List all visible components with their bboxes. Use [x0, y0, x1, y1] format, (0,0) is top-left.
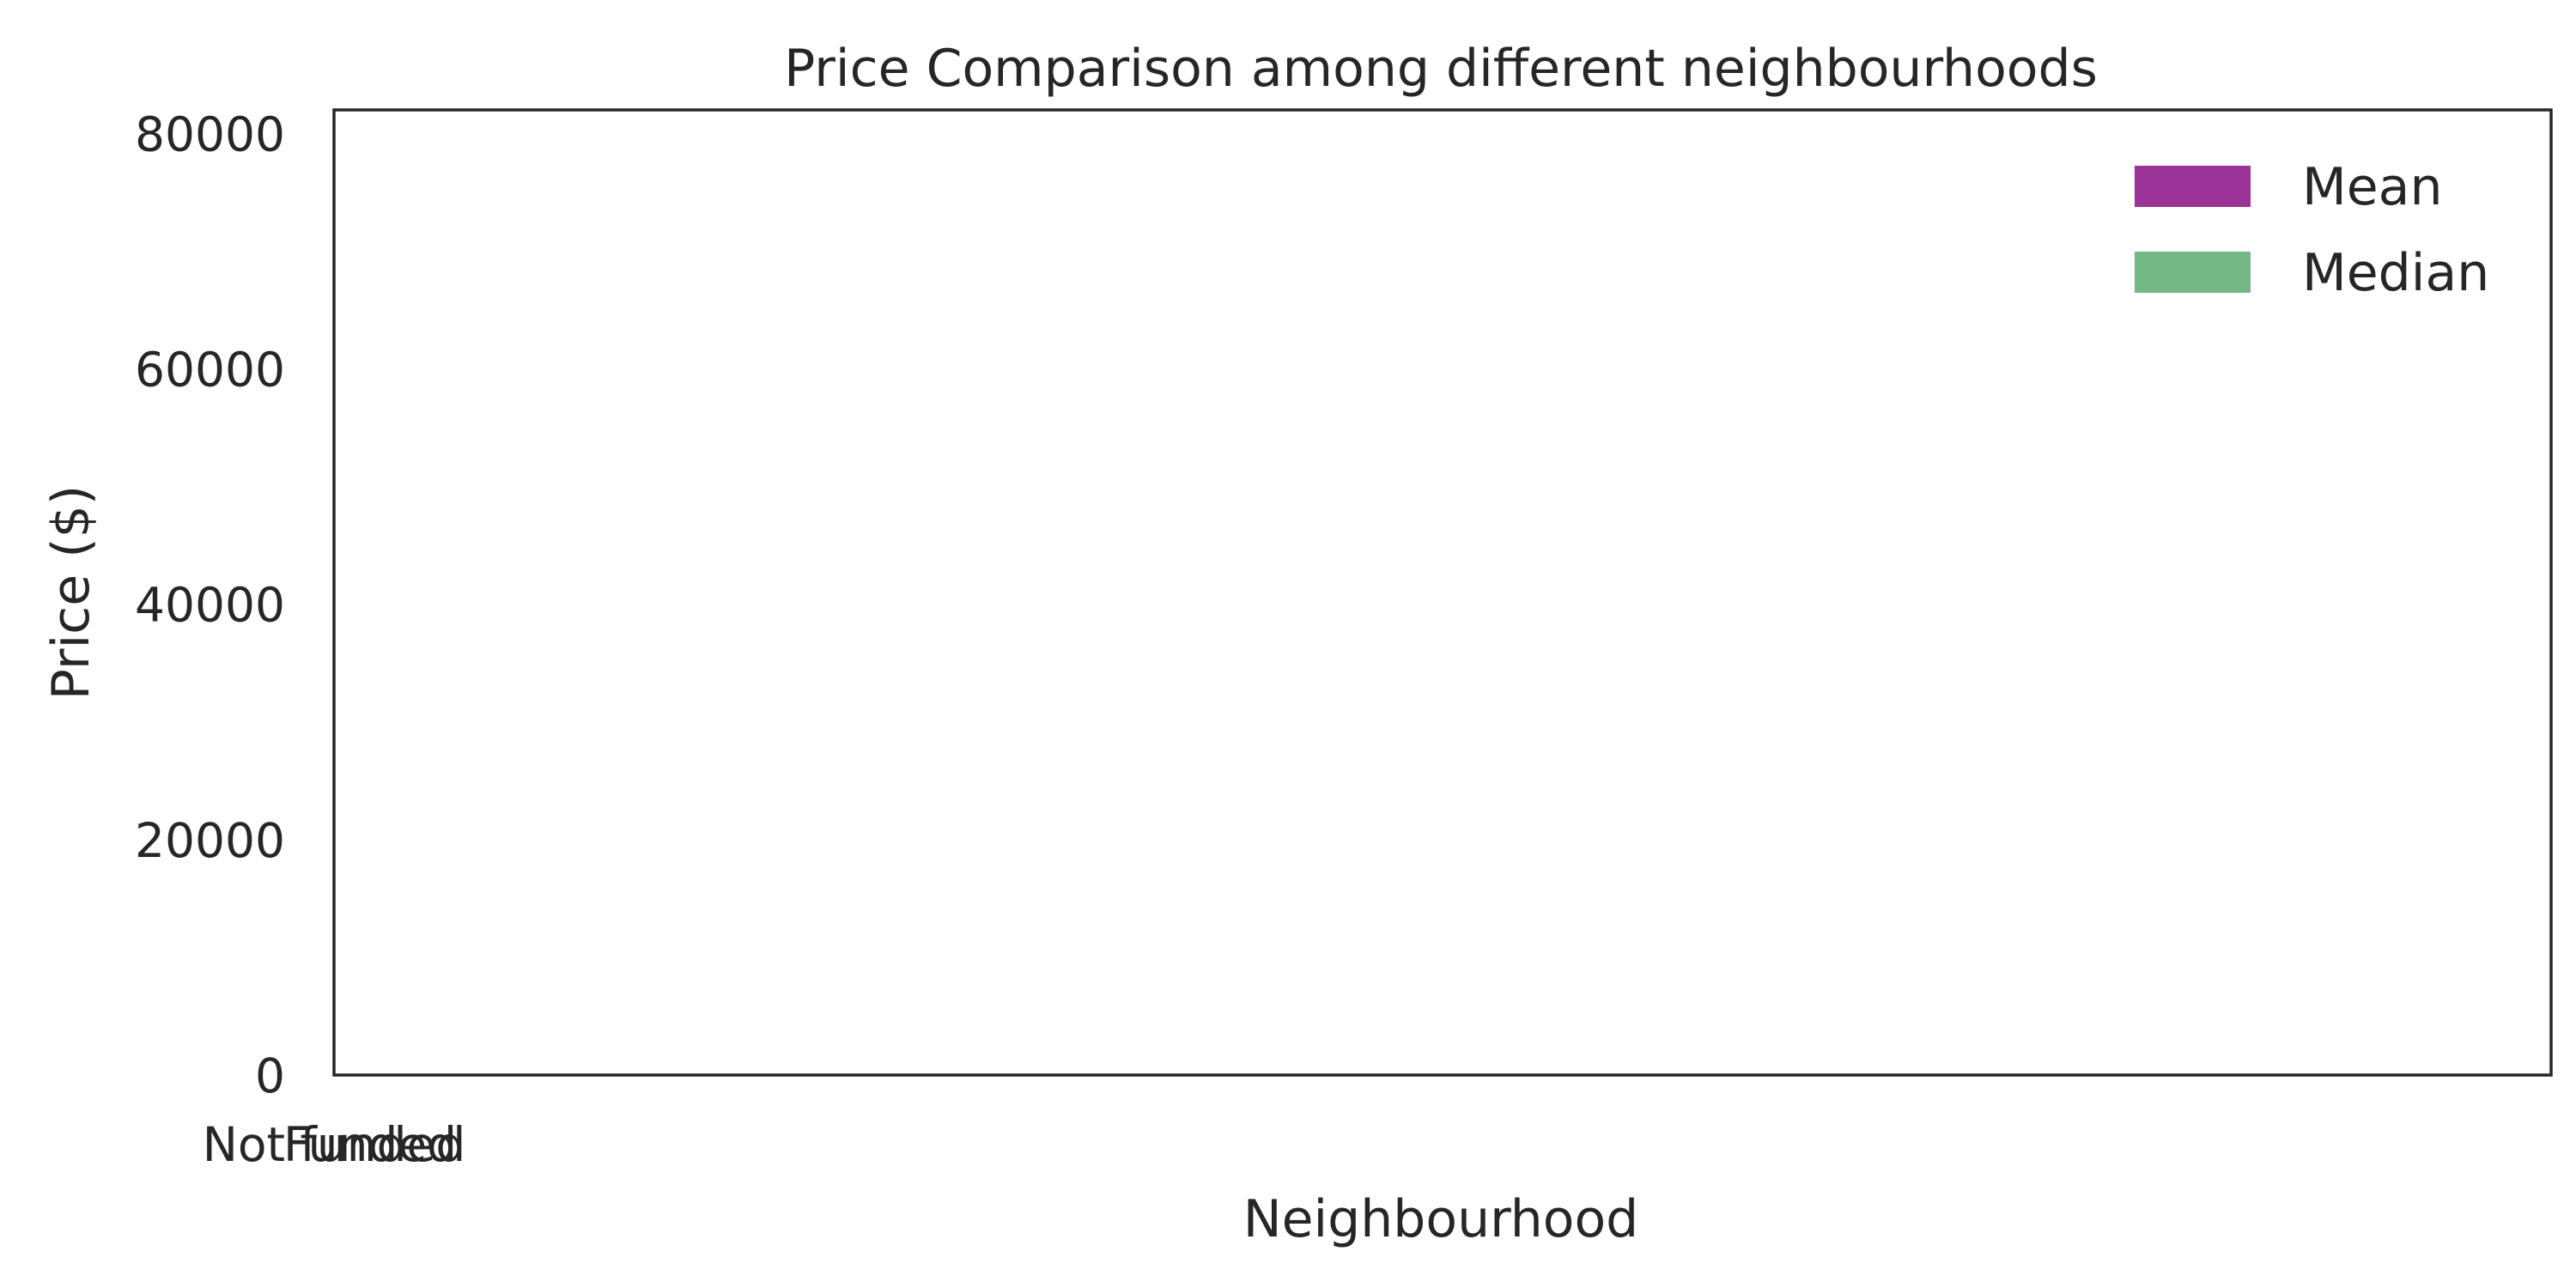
y-axis: 0 20000 40000 60000 80000: [135, 106, 285, 1103]
legend-swatch: [2135, 252, 2251, 293]
legend-label: Mean: [2302, 157, 2442, 217]
y-tick-label: 60000: [135, 343, 285, 398]
y-tick-label: 40000: [135, 578, 285, 633]
y-tick-label: 80000: [135, 106, 285, 161]
x-axis-label: Neighbourhood: [1243, 1189, 1639, 1249]
y-tick-label: 20000: [135, 813, 285, 868]
y-axis-label: Price ($): [41, 485, 101, 700]
y-tick-label: 0: [255, 1048, 285, 1103]
legend-label: Median: [2302, 243, 2489, 303]
x-tick-label: Funded: [283, 1117, 457, 1172]
legend-swatch: [2135, 166, 2251, 207]
legend: Mean Median: [2135, 157, 2489, 303]
chart-title: Price Comparison among different neighbo…: [784, 39, 2098, 99]
x-tick-label: Not funded: [203, 1117, 466, 1172]
